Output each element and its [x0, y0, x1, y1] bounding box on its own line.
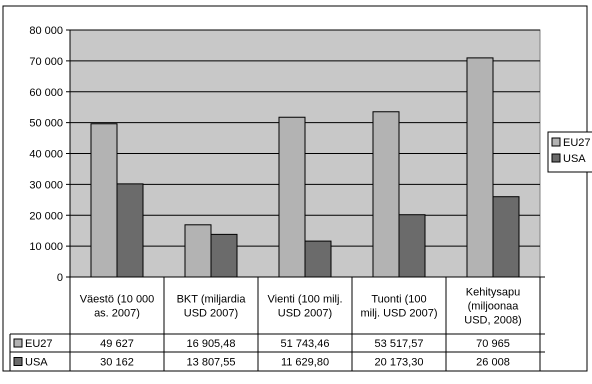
bar-usa-2 — [210, 233, 238, 278]
axes: 0 10 000 20 000 30 000 40 000 50 000 60 000 70 … — [29, 25, 71, 284]
table-key-usa — [13, 357, 23, 366]
y-tick-label: 20 000 — [29, 210, 63, 222]
bar-usa-4 — [398, 214, 426, 278]
data-label-usa-3: 11 629,80 — [281, 357, 329, 369]
legend-key-eu27 — [551, 137, 561, 147]
table-series-label-eu27: EU27 — [25, 338, 53, 350]
bar-usa-5 — [492, 196, 520, 278]
y-tick-label: 60 000 — [29, 87, 63, 99]
y-tick-label: 70 000 — [29, 56, 63, 68]
bar-eu27-5 — [466, 57, 494, 278]
data-label-usa-5: 26 008 — [476, 357, 510, 369]
y-tick-label: 10 000 — [29, 241, 63, 253]
bar-eu27-3 — [278, 116, 306, 278]
bar-eu27-2 — [184, 224, 212, 278]
bar-eu27-1 — [90, 123, 118, 278]
y-tick-label: 40 000 — [29, 149, 63, 161]
data-label-eu27-1: 49 627 — [100, 338, 134, 350]
bars — [90, 57, 520, 278]
bar-usa-3 — [304, 240, 332, 278]
data-label-eu27-3: 51 743,46 — [281, 338, 330, 350]
table-series-label-usa: USA — [25, 357, 48, 369]
data-label-usa-1: 30 162 — [100, 357, 134, 369]
legend-label-eu27: EU27 — [563, 137, 591, 149]
category-label-3: Vienti (100 milj. USD 2007) — [268, 294, 343, 320]
data-label-usa-4: 20 173,30 — [375, 357, 424, 369]
category-label-1: Väestö (10 000 as. 2007) — [80, 294, 155, 320]
bar-eu27-4 — [372, 111, 400, 278]
category-label-5: Kehitysapu (miljoonaa USD, 2008) — [464, 287, 521, 327]
y-tick-label: 0 — [57, 272, 63, 284]
bar-usa-1 — [116, 183, 144, 278]
data-label-eu27-4: 53 517,57 — [375, 338, 424, 350]
category-label-2: BKT (miljardia USD 2007) — [177, 294, 247, 320]
table-key-eu27 — [13, 338, 23, 348]
y-tick-label: 30 000 — [29, 179, 63, 191]
legend-label-usa: USA — [563, 153, 586, 165]
data-label-eu27-5: 70 965 — [476, 338, 510, 350]
y-tick-label: 50 000 — [29, 118, 63, 130]
legend: EU27 USA — [547, 131, 592, 173]
legend-key-usa — [551, 153, 561, 163]
data-label-eu27-2: 16 905,48 — [187, 338, 236, 350]
data-table: Väestö (10 000 as. 2007) BKT (miljardia USD… — [9, 276, 545, 372]
y-tick-label: 80 000 — [29, 25, 63, 37]
category-label-4: Tuonti (100 milj. USD 2007) — [360, 294, 437, 320]
data-label-usa-2: 13 807,55 — [187, 357, 236, 369]
